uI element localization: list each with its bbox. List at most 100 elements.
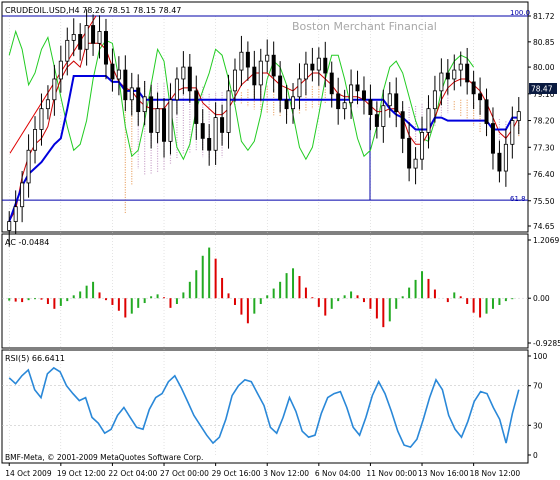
- candle-bear: [136, 87, 141, 113]
- ac-tick-label: 0.00: [533, 294, 550, 303]
- candle-layer: [7, 9, 521, 247]
- candle-bull: [316, 57, 321, 71]
- candle-bear: [471, 81, 476, 95]
- main-header: CRUDEOIL.USD,H4 78.26 78.51 78.15 78.47: [5, 6, 181, 15]
- candle-bull: [168, 99, 173, 142]
- candle-bear: [484, 99, 489, 124]
- candle-bull: [413, 158, 418, 169]
- candle-bear: [187, 66, 192, 92]
- x-tick-label: 22 Oct 04:00: [108, 469, 157, 478]
- candle-bull: [291, 96, 296, 110]
- candle-bear: [445, 72, 450, 80]
- x-tick-label: 11 Nov 00:00: [366, 469, 417, 478]
- price-tick-label: 79.10: [533, 90, 555, 99]
- ac-histogram: [8, 247, 514, 328]
- candle-bear: [103, 31, 108, 65]
- candle-bull: [13, 206, 18, 222]
- candle-bull: [39, 108, 44, 130]
- kijun-line: [8, 75, 519, 222]
- x-tick-label: 14 Oct 2009: [5, 469, 52, 478]
- ac-panel-frame[interactable]: [1, 233, 529, 349]
- candle-bull: [349, 84, 354, 104]
- candle-bull: [303, 63, 308, 80]
- candle-bull: [387, 93, 392, 107]
- candle-bull: [52, 78, 57, 101]
- x-tick-label: 19 Oct 12:00: [57, 469, 106, 478]
- candle-bull: [116, 69, 121, 80]
- rsi-header: RSI(5) 66.6411: [5, 354, 65, 363]
- x-tick-label: 29 Oct 16:00: [212, 469, 261, 478]
- overlay-layer: [2, 15, 528, 222]
- candle-bull: [26, 149, 31, 184]
- chikou-line: [8, 29, 475, 161]
- candle-bear: [407, 137, 412, 169]
- candle-bull: [426, 108, 431, 133]
- candle-bear: [91, 25, 96, 44]
- ac-header: AC -0.0484: [5, 238, 49, 247]
- main-panel-frame[interactable]: [1, 1, 529, 233]
- x-tick-label: 18 Nov 12:00: [470, 469, 521, 478]
- fib-bottom-label: 61.8: [510, 195, 526, 203]
- price-tick-label: 74.65: [533, 222, 555, 231]
- price-tick-label: 75.50: [533, 197, 555, 206]
- copyright-text: BMF-Meta, © 2001-2009 MetaQuotes Softwar…: [5, 453, 203, 462]
- rsi-panel-frame[interactable]: [1, 349, 529, 464]
- rsi-line: [8, 366, 520, 449]
- candle-bear: [194, 90, 199, 124]
- candle-bear: [245, 51, 250, 68]
- candle-bull: [258, 60, 263, 86]
- candle-bull: [420, 132, 425, 160]
- candle-bear: [110, 63, 115, 80]
- price-tick-label: 80.85: [533, 38, 555, 47]
- candle-bull: [458, 63, 463, 71]
- candle-bull: [84, 25, 89, 50]
- candle-bull: [239, 51, 244, 71]
- candle-bull: [232, 69, 237, 92]
- candle-bear: [284, 99, 289, 110]
- candle-bull: [20, 182, 25, 208]
- candle-bear: [465, 63, 470, 83]
- candle-bull: [503, 143, 508, 172]
- price-tick-label: 78.20: [533, 117, 555, 126]
- candle-bear: [374, 114, 379, 127]
- candle-bear: [329, 72, 334, 95]
- candle-bull: [452, 69, 457, 80]
- candle-bull: [297, 78, 302, 98]
- candle-bear: [368, 99, 373, 116]
- candle-bear: [123, 69, 128, 101]
- rsi-layer: [8, 366, 520, 449]
- candle-bull: [381, 105, 386, 127]
- candle-bull: [432, 90, 437, 110]
- candle-bull: [129, 87, 134, 101]
- candle-bear: [355, 84, 360, 92]
- candle-bear: [336, 93, 341, 110]
- rsi-tick-label: 100: [533, 352, 548, 361]
- rsi-tick-label: 30: [533, 421, 543, 430]
- candle-bear: [323, 57, 328, 74]
- price-tick-label: 77.30: [533, 143, 555, 152]
- candle-bull: [342, 102, 347, 110]
- rsi-tick-label: 0: [533, 451, 538, 460]
- candle-bear: [361, 90, 366, 101]
- candle-bull: [33, 129, 38, 151]
- ac-tick-label: 1.2069: [533, 236, 559, 245]
- axis-layer: 14 Oct 2009 19 Oct 12:00 22 Oct 04:00 27 Oc…: [5, 12, 560, 478]
- x-tick-label: 13 Nov 16:00: [418, 469, 469, 478]
- candle-bull: [65, 39, 70, 62]
- candle-bear: [207, 137, 212, 151]
- candle-bull: [510, 120, 515, 145]
- candle-bear: [78, 34, 83, 50]
- x-tick-label: 3 Nov 12:00: [263, 469, 309, 478]
- rsi-tick-label: 70: [533, 382, 543, 391]
- candle-bear: [478, 93, 483, 101]
- candle-bear: [252, 66, 257, 86]
- price-tick-label: 76.40: [533, 170, 555, 179]
- candle-bull: [516, 111, 521, 121]
- candle-bull: [181, 66, 186, 80]
- candle-bear: [220, 117, 225, 133]
- candle-bull: [45, 99, 50, 110]
- candle-bear: [497, 152, 502, 172]
- candle-bear: [490, 123, 495, 154]
- candle-bull: [58, 60, 63, 80]
